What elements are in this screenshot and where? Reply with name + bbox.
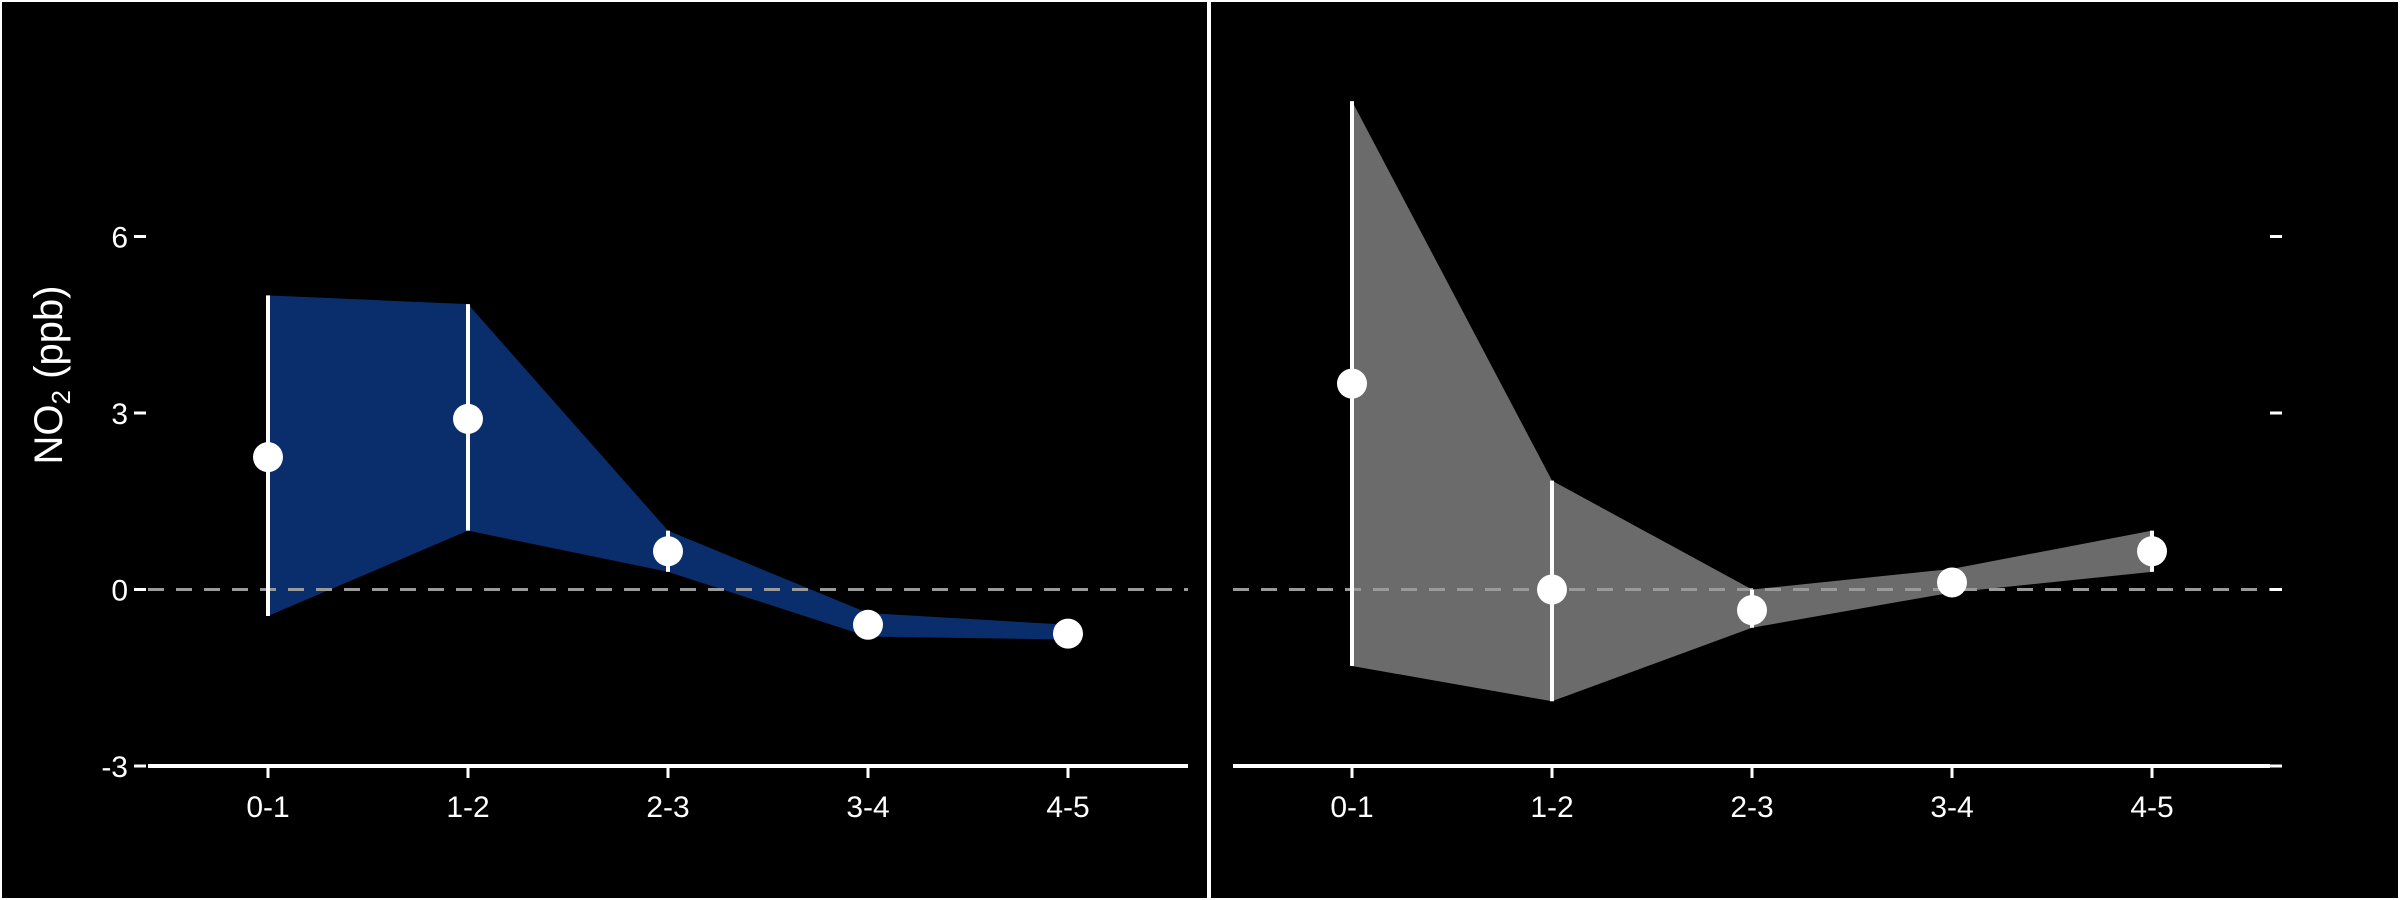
y-axis-title-subscript: 2 <box>46 390 76 404</box>
right-x-tick-label: 0-1 <box>1330 791 1373 824</box>
y-axis-title-main: NO <box>27 404 71 464</box>
right-panel: 0-1 1-2 2-3 3-4 4-5 <box>1233 101 2282 824</box>
right-x-tick-label: 1-2 <box>1530 791 1573 824</box>
left-data-point <box>1053 618 1083 649</box>
left-data-point <box>653 536 683 567</box>
left-x-tick-label: 3-4 <box>846 791 889 824</box>
left-data-point <box>453 403 483 434</box>
right-x-tick-label: 2-3 <box>1730 791 1773 824</box>
right-x-tick-label: 4-5 <box>2130 791 2173 824</box>
y-tick-label: 3 <box>111 398 128 431</box>
right-data-point <box>1737 595 1767 626</box>
y-axis-title: NO2 (ppb) <box>27 286 76 465</box>
right-data-point <box>1337 368 1367 399</box>
y-axis: -3 0 3 6 <box>101 222 146 784</box>
right-data-point <box>1937 567 1967 598</box>
right-data-point <box>2137 536 2167 567</box>
left-data-point <box>853 609 883 640</box>
right-data-point <box>1537 574 1567 605</box>
y-tick-label: 6 <box>111 222 128 255</box>
right-x-tick-label: 3-4 <box>1930 791 1973 824</box>
y-axis-title-unit: (ppb) <box>27 286 71 391</box>
left-data-point <box>253 442 283 473</box>
left-x-tick-label: 0-1 <box>246 791 289 824</box>
left-panel: 0-1 1-2 2-3 3-4 4-5 <box>148 295 1188 824</box>
left-x-tick-label: 2-3 <box>646 791 689 824</box>
left-x-tick-label: 1-2 <box>446 791 489 824</box>
left-x-tick-label: 4-5 <box>1046 791 1089 824</box>
y-tick-label: 0 <box>111 575 128 608</box>
y-tick-label: -3 <box>101 751 128 784</box>
